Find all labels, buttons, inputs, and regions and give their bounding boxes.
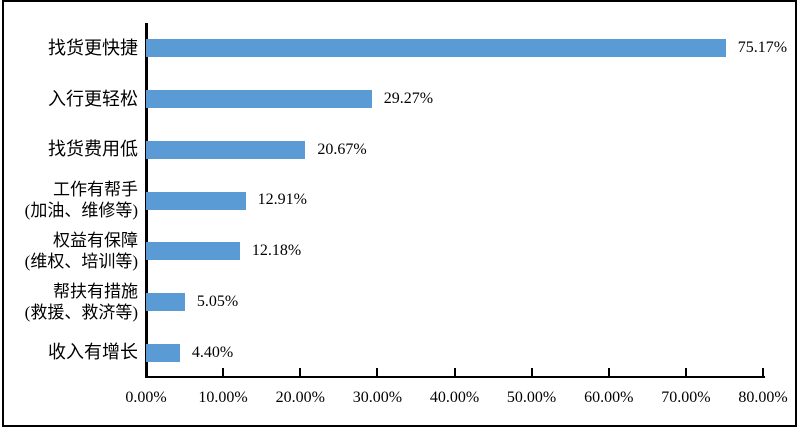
category-label-line: 入行更轻松 — [48, 88, 138, 109]
x-tick-label: 70.00% — [661, 389, 711, 406]
category-label-line: (救援、救济等) — [24, 302, 138, 322]
x-tick-label: 60.00% — [584, 389, 634, 406]
value-label: 75.17% — [737, 39, 788, 57]
x-tick-label: 0.00% — [125, 389, 167, 406]
x-tick-mark — [762, 368, 764, 376]
category-label-line: 帮扶有措施 — [53, 281, 138, 301]
category-label-line: (加油、维修等) — [24, 201, 138, 221]
value-label: 12.18% — [251, 242, 302, 260]
bar — [146, 90, 372, 109]
bar — [146, 343, 180, 362]
x-tick-mark — [607, 368, 610, 376]
category-label: 权益有保障 (维权、培训等) — [4, 226, 138, 277]
value-label: 29.27% — [383, 90, 434, 108]
bar — [146, 39, 726, 58]
bar — [146, 242, 240, 261]
x-tick-label: 20.00% — [275, 389, 325, 406]
bar — [146, 292, 185, 311]
category-label: 找货费用低 — [4, 124, 138, 175]
x-tick-label: 50.00% — [506, 389, 557, 406]
category-label: 工作有帮手 (加油、维修等) — [4, 175, 138, 226]
x-tick-mark — [222, 368, 225, 376]
bar — [146, 140, 306, 159]
x-tick-label: 10.00% — [198, 389, 248, 406]
category-label-line: 工作有帮手 — [53, 180, 138, 200]
bar — [146, 191, 246, 210]
category-label-line: 权益有保障 — [53, 231, 138, 251]
x-tick-label: 30.00% — [352, 389, 403, 406]
category-label-line: 找货费用低 — [48, 139, 138, 160]
x-tick-mark — [453, 368, 456, 376]
category-label-line: 收入有增长 — [48, 342, 138, 363]
x-tick-mark — [530, 368, 533, 376]
category-label-line: (维权、培训等) — [24, 252, 138, 272]
category-label-line: 找货更快捷 — [48, 37, 138, 58]
value-label: 4.40% — [191, 343, 234, 361]
value-label: 5.05% — [196, 292, 239, 310]
value-label: 12.91% — [257, 191, 307, 209]
x-axis-line — [145, 376, 765, 378]
category-label: 入行更轻松 — [4, 74, 138, 125]
category-label: 帮扶有措施 (救援、救济等) — [4, 277, 138, 328]
category-label: 收入有增长 — [4, 327, 138, 378]
x-tick-label: 80.00% — [738, 389, 788, 406]
x-tick-label: 40.00% — [429, 389, 480, 406]
x-tick-mark — [684, 368, 687, 376]
category-label: 找货更快捷 — [4, 23, 138, 74]
value-label: 20.67% — [317, 140, 367, 158]
x-tick-mark — [299, 368, 302, 376]
x-tick-mark — [376, 368, 379, 376]
